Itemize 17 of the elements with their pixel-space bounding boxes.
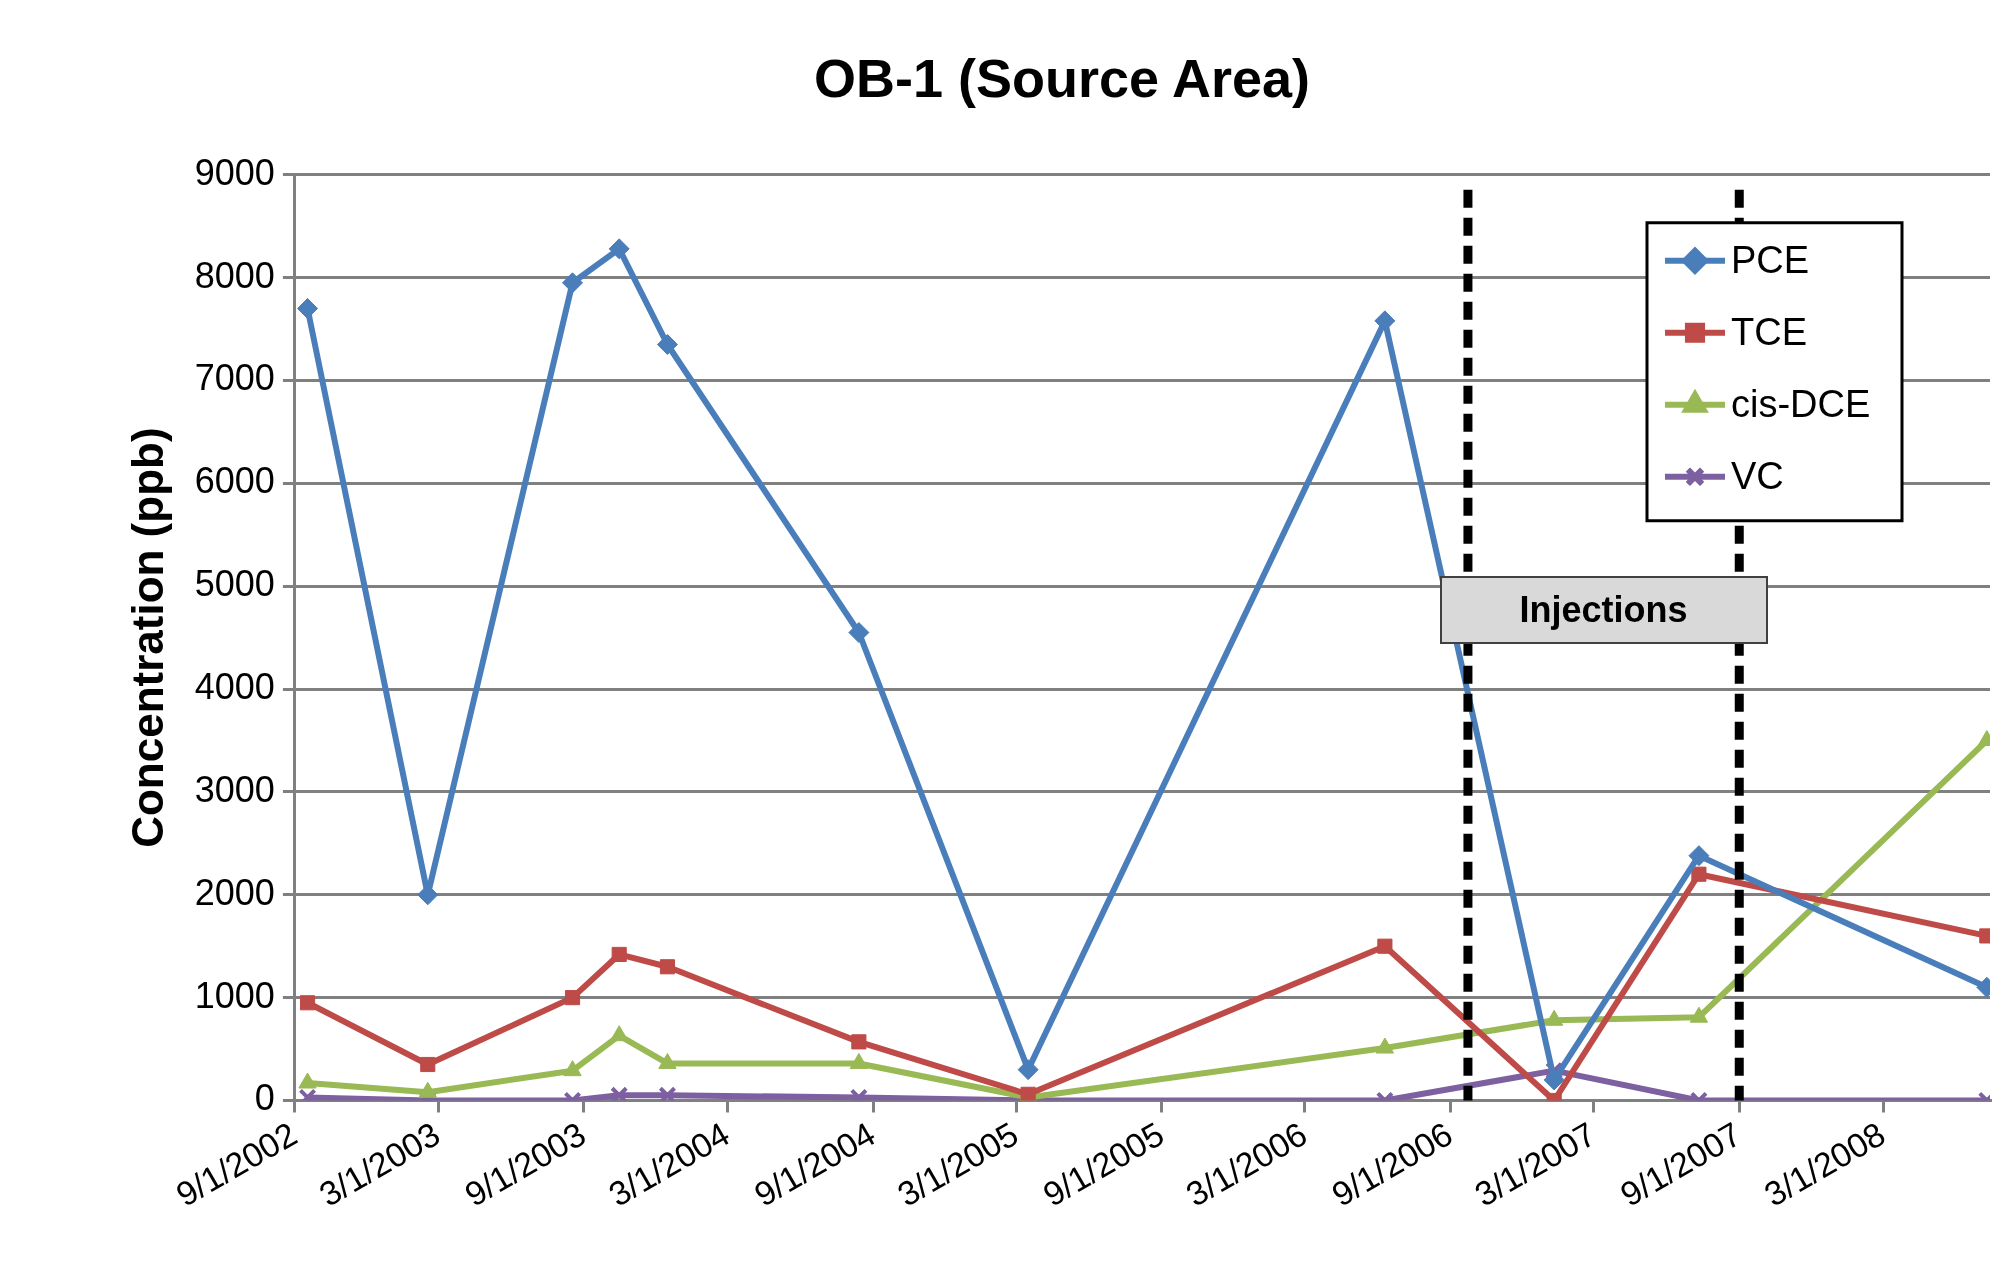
y-tick-label: 4000 — [194, 666, 275, 707]
legend-label: TCE — [1731, 311, 1807, 354]
chart-title: OB-1 (Source Area) — [813, 48, 1311, 109]
y-tick-label: 7000 — [194, 357, 275, 399]
callout-box: Injections — [1439, 575, 1768, 644]
y-axis-title: Concentration (ppb) — [122, 427, 172, 848]
legend-label: PCE — [1731, 239, 1810, 282]
y-tick-label: 2000 — [194, 871, 275, 913]
y-tick-label: 1000 — [194, 974, 275, 1016]
y-tick-label: 3000 — [194, 768, 275, 810]
y-tick-label: 6000 — [194, 460, 275, 502]
y-tick-label: 5000 — [194, 563, 275, 605]
y-tick-label: 9000 — [194, 151, 275, 193]
legend-label: VC — [1731, 455, 1784, 498]
legend-label: cis-DCE — [1731, 383, 1871, 426]
y-tick-label: 0 — [254, 1077, 275, 1119]
y-tick-label: 8000 — [194, 254, 275, 296]
